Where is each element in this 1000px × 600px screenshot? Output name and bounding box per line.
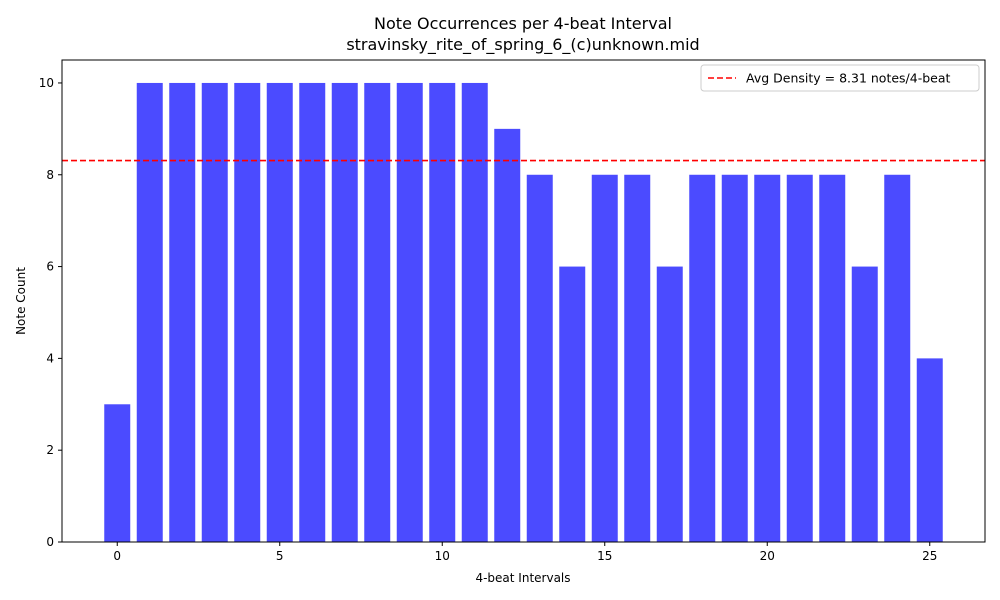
bar (656, 266, 683, 542)
plot-area-frame (61, 59, 986, 543)
legend: Avg Density = 8.31 notes/4-beat (700, 64, 980, 92)
bar (364, 82, 391, 542)
bar (461, 82, 488, 542)
bar (624, 174, 651, 542)
bar (591, 174, 618, 542)
x-tick-label: 0 (113, 549, 121, 563)
bar (136, 82, 163, 542)
y-tick-label: 8 (46, 168, 54, 182)
bar (266, 82, 293, 542)
bar (754, 174, 781, 542)
bar (201, 82, 228, 542)
bar (884, 174, 911, 542)
bar (721, 174, 748, 542)
y-tick-label: 2 (46, 443, 54, 457)
x-tick-label: 20 (760, 549, 775, 563)
bar (526, 174, 553, 542)
x-tick-label: 5 (276, 549, 284, 563)
bar (234, 82, 261, 542)
chart-subtitle: stravinsky_rite_of_spring_6_(c)unknown.m… (346, 35, 699, 55)
chart-title: Note Occurrences per 4-beat Interval (374, 14, 672, 33)
bar (851, 266, 878, 542)
bar (559, 266, 586, 542)
x-axis-ticks: 0 5 10 15 20 25 (113, 542, 937, 563)
y-axis-label: Note Count (14, 267, 28, 335)
bar (331, 82, 358, 542)
bar (396, 82, 423, 542)
legend-reference-line-label: Avg Density = 8.31 notes/4-beat (746, 71, 951, 86)
y-tick-label: 6 (46, 260, 54, 274)
y-tick-label: 10 (39, 76, 54, 90)
x-tick-label: 15 (597, 549, 612, 563)
bar (689, 174, 716, 542)
bar (786, 174, 813, 542)
y-axis-ticks: 0 2 4 6 8 10 (39, 76, 62, 549)
x-axis-label: 4-beat Intervals (475, 571, 570, 585)
bar (916, 358, 943, 542)
bar (299, 82, 326, 542)
y-tick-label: 0 (46, 535, 54, 549)
bars-group (104, 82, 943, 543)
bar (819, 174, 846, 542)
bar (494, 128, 521, 543)
x-tick-label: 10 (435, 549, 450, 563)
legend-box (700, 64, 980, 92)
bar (104, 404, 131, 542)
x-tick-label: 25 (922, 549, 937, 563)
bar (429, 82, 456, 542)
y-tick-label: 4 (46, 351, 54, 365)
bar (169, 82, 196, 542)
